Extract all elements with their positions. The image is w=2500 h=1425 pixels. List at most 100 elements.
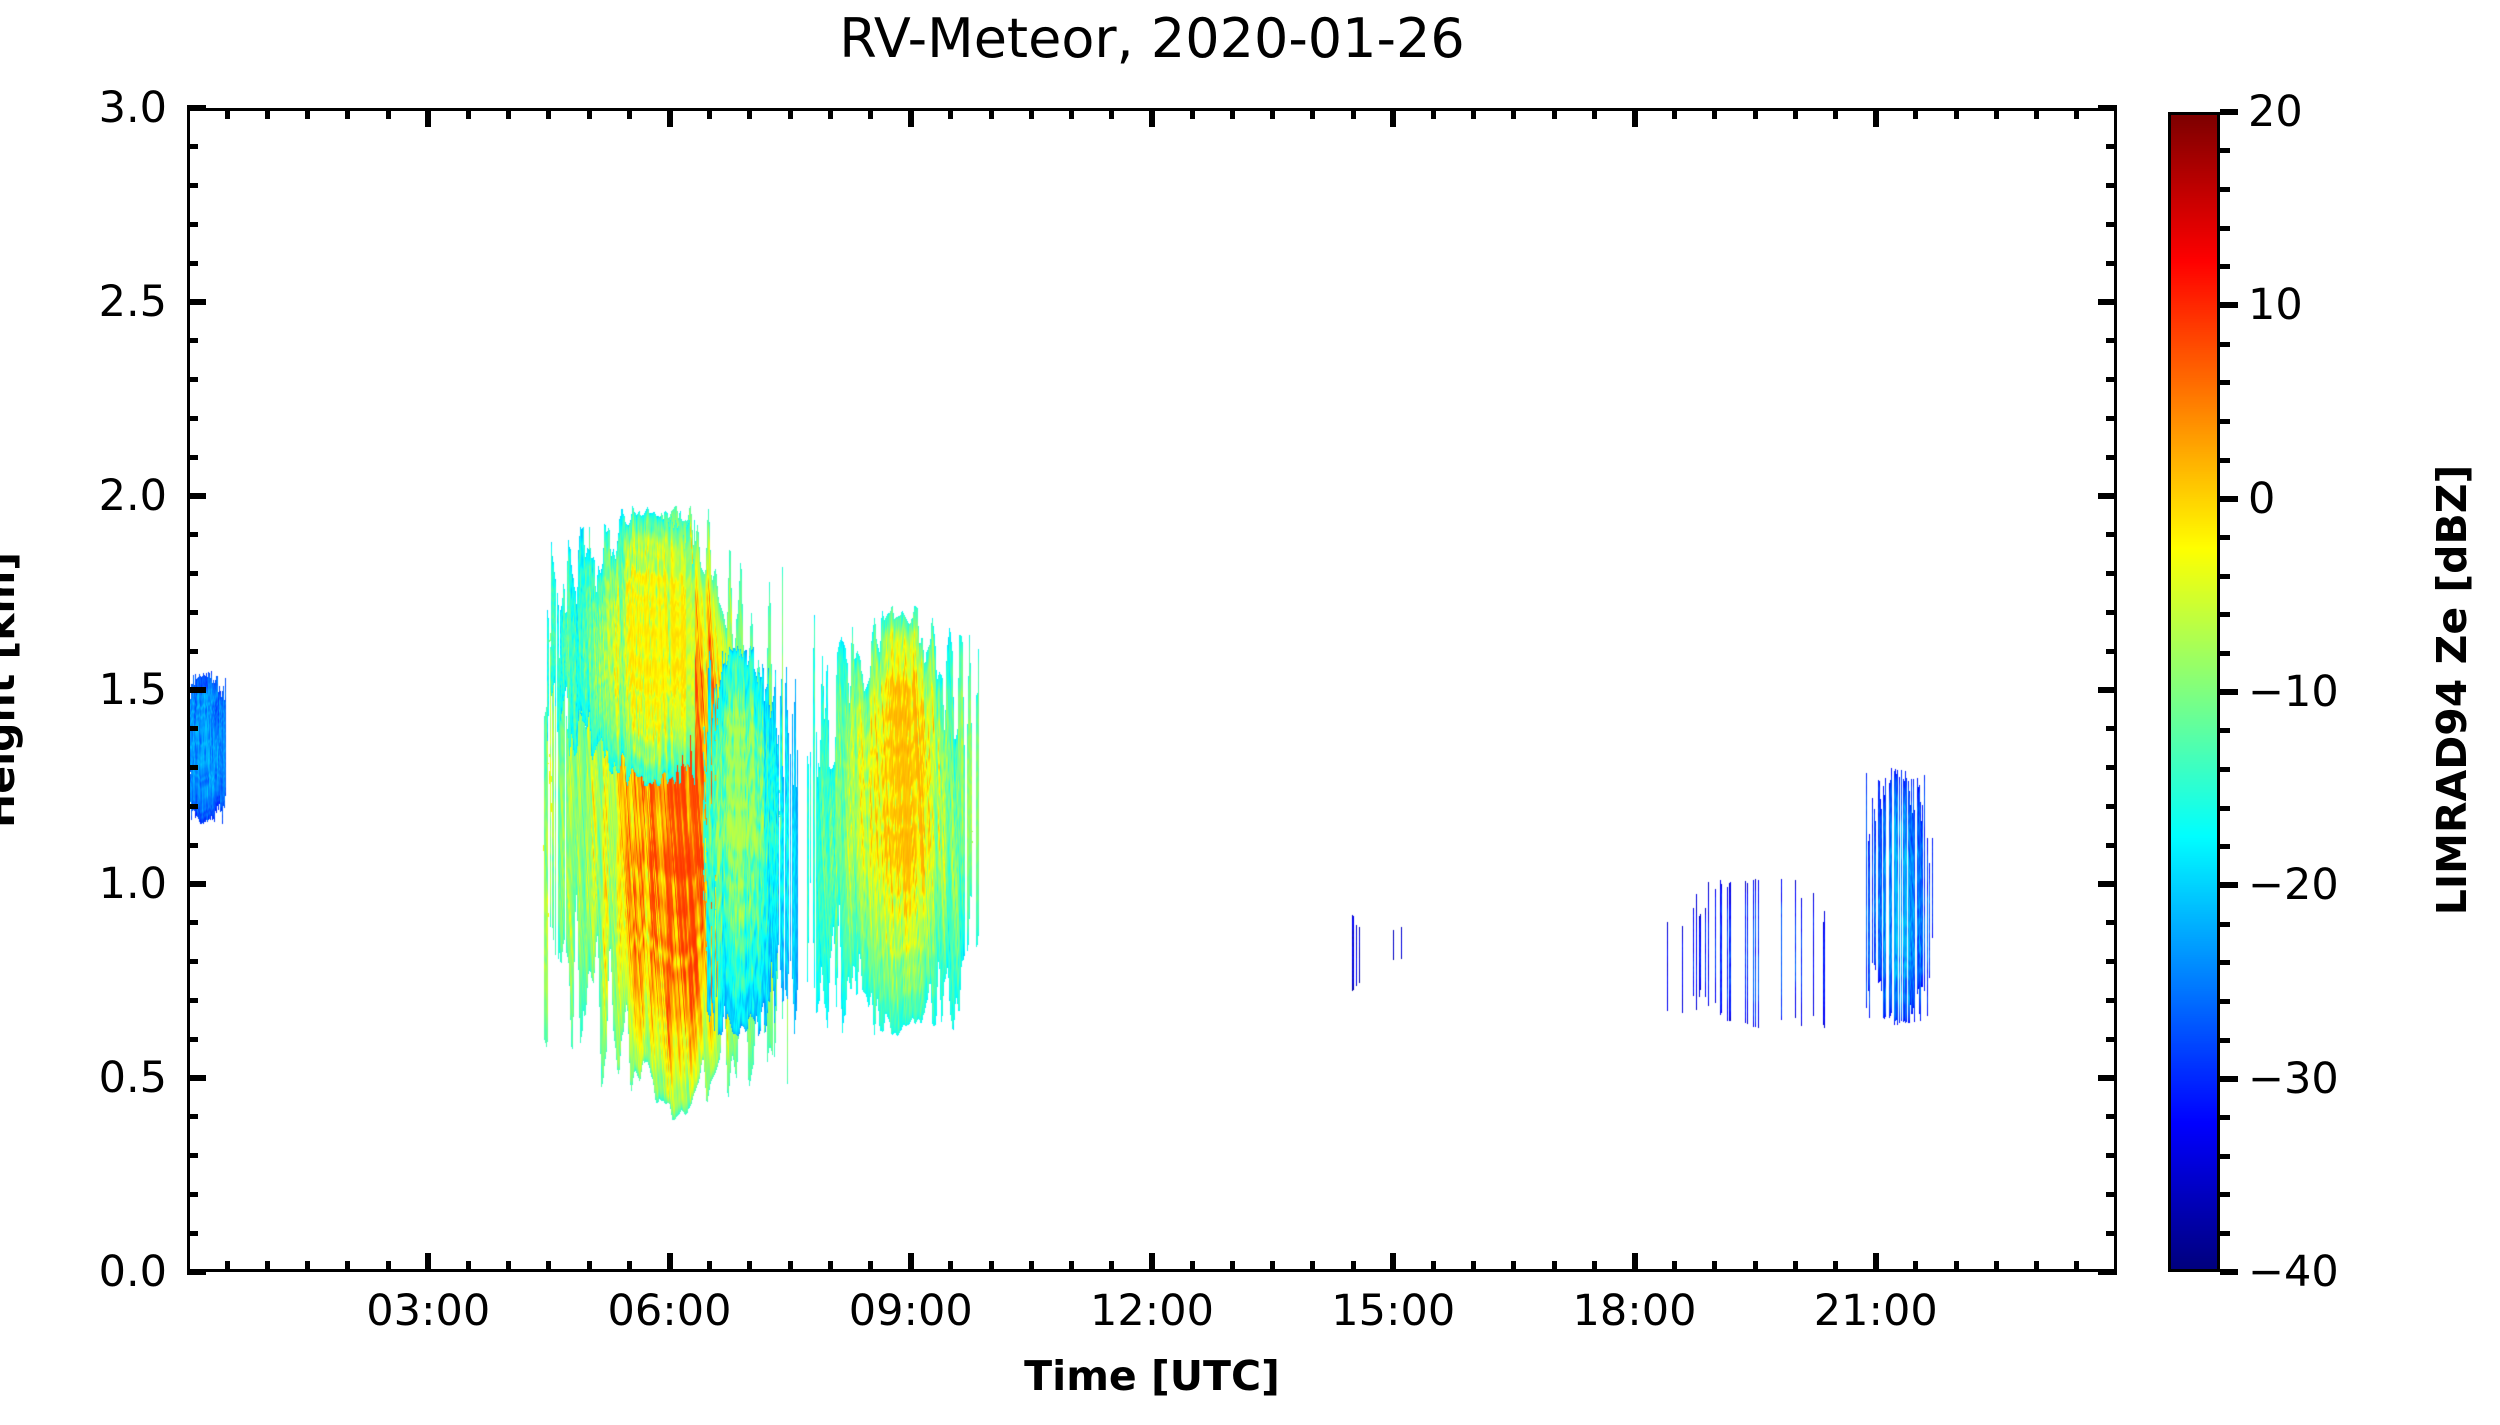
x-tick-major-top <box>907 108 914 127</box>
x-tick-minor <box>305 1261 311 1272</box>
y-tick-minor-right <box>2106 144 2117 150</box>
colorbar-gradient <box>2171 115 2217 1269</box>
x-tick-minor <box>707 1261 713 1272</box>
colorbar-tick-minor <box>2220 844 2230 850</box>
colorbar-tick-minor <box>2220 457 2230 463</box>
y-tick-minor <box>187 454 198 460</box>
y-tick-minor-right <box>2106 260 2117 266</box>
x-tick-minor <box>1551 1261 1557 1272</box>
colorbar-tick-major <box>2220 495 2238 502</box>
x-tick-minor-top <box>506 108 512 119</box>
y-tick-minor <box>187 1191 198 1197</box>
y-tick-minor <box>187 183 198 189</box>
y-tick-label: 2.5 <box>98 277 167 327</box>
page-title: RV-Meteor, 2020-01-26 <box>839 7 1465 70</box>
y-tick-minor-right <box>2106 1153 2117 1159</box>
x-tick-major <box>1872 1253 1879 1272</box>
y-tick-minor <box>187 842 198 848</box>
colorbar-tick-major <box>2220 689 2238 695</box>
y-tick-major-right <box>2098 687 2117 693</box>
x-tick-minor <box>224 1261 230 1272</box>
colorbar-tick-major <box>2220 302 2238 309</box>
y-tick-label: 3.0 <box>98 83 167 133</box>
x-tick-minor-top <box>586 108 592 119</box>
y-tick-major-right <box>2098 1269 2117 1275</box>
colorbar-tick-minor <box>2220 766 2230 772</box>
x-tick-minor-top <box>465 108 471 119</box>
colorbar-tick-label: −30 <box>2248 1053 2339 1104</box>
colorbar-tick-minor <box>2220 341 2230 347</box>
colorbar-tick-minor <box>2220 1153 2230 1159</box>
y-tick-minor-right <box>2106 338 2117 344</box>
x-tick-minor-top <box>1069 108 1075 119</box>
x-tick-minor-top <box>1672 108 1678 119</box>
y-tick-minor <box>187 1114 198 1120</box>
x-tick-minor <box>1511 1261 1517 1272</box>
y-tick-minor-right <box>2106 221 2117 227</box>
y-tick-major-right <box>2098 105 2117 111</box>
y-tick-minor <box>187 726 198 732</box>
plot-axes[interactable] <box>187 108 2117 1272</box>
colorbar-tick-label: 20 <box>2248 87 2303 137</box>
x-tick-major-top <box>425 108 432 127</box>
x-tick-minor-top <box>1471 108 1477 119</box>
colorbar-tick-major <box>2220 1269 2238 1275</box>
y-tick-minor-right <box>2106 648 2117 654</box>
x-tick-minor <box>1913 1261 1919 1272</box>
x-tick-minor-top <box>988 108 994 119</box>
x-tick-minor-top <box>1350 108 1356 119</box>
x-tick-minor-top <box>707 108 713 119</box>
x-tick-minor <box>1993 1261 1999 1272</box>
y-tick-minor-right <box>2106 183 2117 189</box>
x-tick-minor <box>1953 1261 1959 1272</box>
y-tick-label: 2.0 <box>98 471 167 521</box>
x-tick-minor <box>747 1261 753 1272</box>
y-tick-minor <box>187 997 198 1003</box>
radar-reflectivity-heatmap[interactable] <box>190 111 2114 1269</box>
colorbar-tick-minor <box>2220 380 2230 386</box>
y-tick-minor <box>187 648 198 654</box>
y-tick-minor-right <box>2106 571 2117 577</box>
x-tick-minor <box>1712 1261 1718 1272</box>
x-tick-major <box>907 1253 914 1272</box>
colorbar-tick-minor <box>2220 264 2230 270</box>
x-tick-label: 21:00 <box>1813 1286 1938 1336</box>
x-tick-label: 12:00 <box>1090 1286 1214 1336</box>
y-tick-major-right <box>2098 299 2117 305</box>
colorbar-tick-minor <box>2220 418 2230 424</box>
y-tick-minor <box>187 1153 198 1159</box>
x-tick-minor <box>1028 1261 1034 1272</box>
x-tick-minor <box>1109 1261 1115 1272</box>
y-tick-minor <box>187 765 198 771</box>
y-tick-minor-right <box>2106 1230 2117 1236</box>
y-tick-minor <box>187 803 198 809</box>
x-tick-minor-top <box>827 108 833 119</box>
x-tick-minor <box>1310 1261 1316 1272</box>
y-tick-label: 0.0 <box>98 1247 167 1297</box>
y-tick-minor <box>187 959 198 965</box>
y-tick-minor-right <box>2106 415 2117 421</box>
colorbar-tick-minor <box>2220 998 2230 1004</box>
x-tick-minor <box>2074 1261 2080 1272</box>
colorbar-tick-minor <box>2220 1114 2230 1120</box>
colorbar-tick-minor <box>2220 573 2230 579</box>
x-tick-minor-top <box>787 108 793 119</box>
y-tick-minor-right <box>2106 532 2117 538</box>
colorbar-tick-major <box>2220 109 2238 115</box>
x-tick-major <box>1631 1253 1638 1272</box>
y-tick-minor <box>187 260 198 266</box>
y-tick-major <box>187 881 206 887</box>
y-tick-major-right <box>2098 493 2117 499</box>
x-tick-minor <box>586 1261 592 1272</box>
colorbar-tick-minor <box>2220 1037 2230 1043</box>
x-tick-minor <box>868 1261 874 1272</box>
x-tick-minor-top <box>546 108 552 119</box>
x-tick-minor <box>988 1261 994 1272</box>
colorbar[interactable] <box>2168 112 2220 1272</box>
y-tick-minor-right <box>2106 842 2117 848</box>
x-tick-minor-top <box>1511 108 1517 119</box>
colorbar-tick-major <box>2220 1075 2238 1082</box>
x-tick-label: 09:00 <box>848 1286 973 1336</box>
x-tick-minor <box>2034 1261 2040 1272</box>
